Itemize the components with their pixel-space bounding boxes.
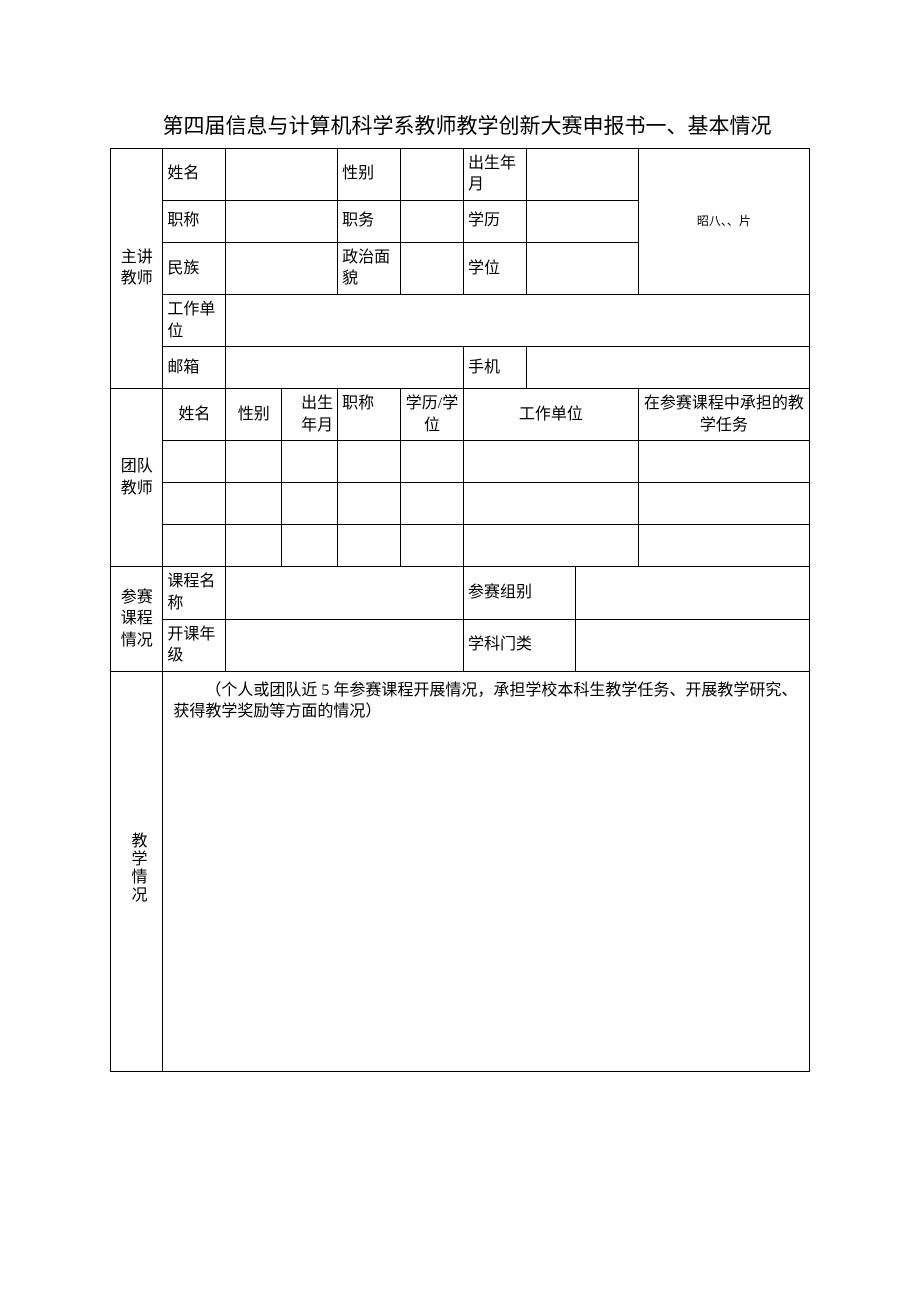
team-header-title: 职称 (338, 389, 401, 441)
team-cell[interactable] (338, 525, 401, 567)
input-ethnicity[interactable] (226, 242, 338, 294)
input-birth[interactable] (526, 148, 638, 200)
team-cell[interactable] (282, 441, 338, 483)
input-position[interactable] (401, 200, 464, 242)
team-cell[interactable] (638, 441, 809, 483)
section-team: 团队教师 (111, 389, 163, 567)
document-title: 第四届信息与计算机科学系教师教学创新大赛申报书一、基本情况 (110, 110, 810, 144)
team-cell[interactable] (226, 483, 282, 525)
input-email[interactable] (226, 347, 464, 389)
team-row (111, 483, 810, 525)
team-header-birth: 出生年月 (282, 389, 338, 441)
input-degree[interactable] (526, 242, 638, 294)
input-grade[interactable] (226, 619, 464, 671)
team-cell[interactable] (282, 483, 338, 525)
section-course: 参赛课程情况 (111, 567, 163, 671)
label-title: 职称 (163, 200, 226, 242)
team-cell[interactable] (463, 525, 638, 567)
label-name: 姓名 (163, 148, 226, 200)
team-cell[interactable] (638, 483, 809, 525)
label-course-name: 课程名称 (163, 567, 226, 619)
team-header-edu-degree: 学历/学位 (401, 389, 464, 441)
label-email: 邮箱 (163, 347, 226, 389)
team-cell[interactable] (338, 483, 401, 525)
team-cell[interactable] (226, 525, 282, 567)
label-subject: 学科门类 (463, 619, 575, 671)
input-course-name[interactable] (226, 567, 464, 619)
input-phone[interactable] (526, 347, 809, 389)
label-phone: 手机 (463, 347, 526, 389)
team-cell[interactable] (401, 525, 464, 567)
team-cell[interactable] (401, 441, 464, 483)
team-cell[interactable] (638, 525, 809, 567)
label-education: 学历 (463, 200, 526, 242)
section-lecturer: 主讲教师 (111, 148, 163, 389)
section-teaching: 教学情况 (111, 671, 163, 1071)
input-title[interactable] (226, 200, 338, 242)
team-cell[interactable] (163, 483, 226, 525)
team-cell[interactable] (282, 525, 338, 567)
input-gender[interactable] (401, 148, 464, 200)
label-gender: 性别 (338, 148, 401, 200)
team-header-name: 姓名 (163, 389, 226, 441)
label-degree: 学位 (463, 242, 526, 294)
input-subject[interactable] (575, 619, 809, 671)
label-position: 职务 (338, 200, 401, 242)
team-cell[interactable] (338, 441, 401, 483)
team-header-gender: 性别 (226, 389, 282, 441)
team-header-task: 在参赛课程中承担的教学任务 (638, 389, 809, 441)
label-grade: 开课年级 (163, 619, 226, 671)
label-political: 政治面貌 (338, 242, 401, 294)
team-cell[interactable] (463, 441, 638, 483)
input-name[interactable] (226, 148, 338, 200)
label-workplace: 工作单位 (163, 294, 226, 346)
photo-area[interactable]: 昭八、、片 (638, 148, 809, 294)
team-cell[interactable] (163, 525, 226, 567)
team-row (111, 441, 810, 483)
input-group[interactable] (575, 567, 809, 619)
team-row (111, 525, 810, 567)
input-workplace[interactable] (226, 294, 810, 346)
label-birth: 出生年月 (463, 148, 526, 200)
team-cell[interactable] (163, 441, 226, 483)
input-education[interactable] (526, 200, 638, 242)
teaching-note[interactable]: （个人或团队近 5 年参赛课程开展情况，承担学校本科生教学任务、开展教学研究、获… (163, 671, 810, 1071)
team-cell[interactable] (401, 483, 464, 525)
label-group: 参赛组别 (463, 567, 575, 619)
team-cell[interactable] (463, 483, 638, 525)
application-table: 主讲教师 姓名 性别 出生年月 昭八、、片 职称 职务 学历 民族 政治面貌 学… (110, 148, 810, 1072)
team-header-workplace: 工作单位 (463, 389, 638, 441)
input-political[interactable] (401, 242, 464, 294)
team-cell[interactable] (226, 441, 282, 483)
label-ethnicity: 民族 (163, 242, 226, 294)
